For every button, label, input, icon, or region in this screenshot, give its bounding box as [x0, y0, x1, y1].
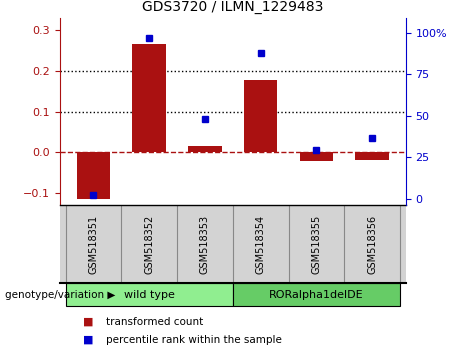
Text: GSM518352: GSM518352: [144, 215, 154, 274]
Text: GSM518353: GSM518353: [200, 215, 210, 274]
Text: percentile rank within the sample: percentile rank within the sample: [106, 335, 282, 345]
Text: GSM518351: GSM518351: [89, 215, 98, 274]
Text: GSM518355: GSM518355: [312, 215, 321, 274]
Text: ■: ■: [83, 317, 94, 327]
Bar: [355, 152, 389, 160]
Bar: [300, 152, 333, 161]
Text: ■: ■: [83, 335, 94, 345]
Title: GDS3720 / ILMN_1229483: GDS3720 / ILMN_1229483: [142, 0, 324, 14]
Bar: [77, 152, 110, 199]
Text: GSM518356: GSM518356: [367, 215, 377, 274]
Bar: [244, 80, 278, 152]
Text: RORalpha1delDE: RORalpha1delDE: [269, 290, 364, 300]
Bar: [188, 146, 222, 152]
Text: transformed count: transformed count: [106, 317, 203, 327]
Bar: [132, 44, 166, 152]
Text: GSM518354: GSM518354: [256, 215, 266, 274]
Bar: [65, 283, 233, 306]
Text: genotype/variation ▶: genotype/variation ▶: [5, 290, 115, 300]
Bar: [233, 283, 400, 306]
Text: wild type: wild type: [124, 290, 175, 300]
